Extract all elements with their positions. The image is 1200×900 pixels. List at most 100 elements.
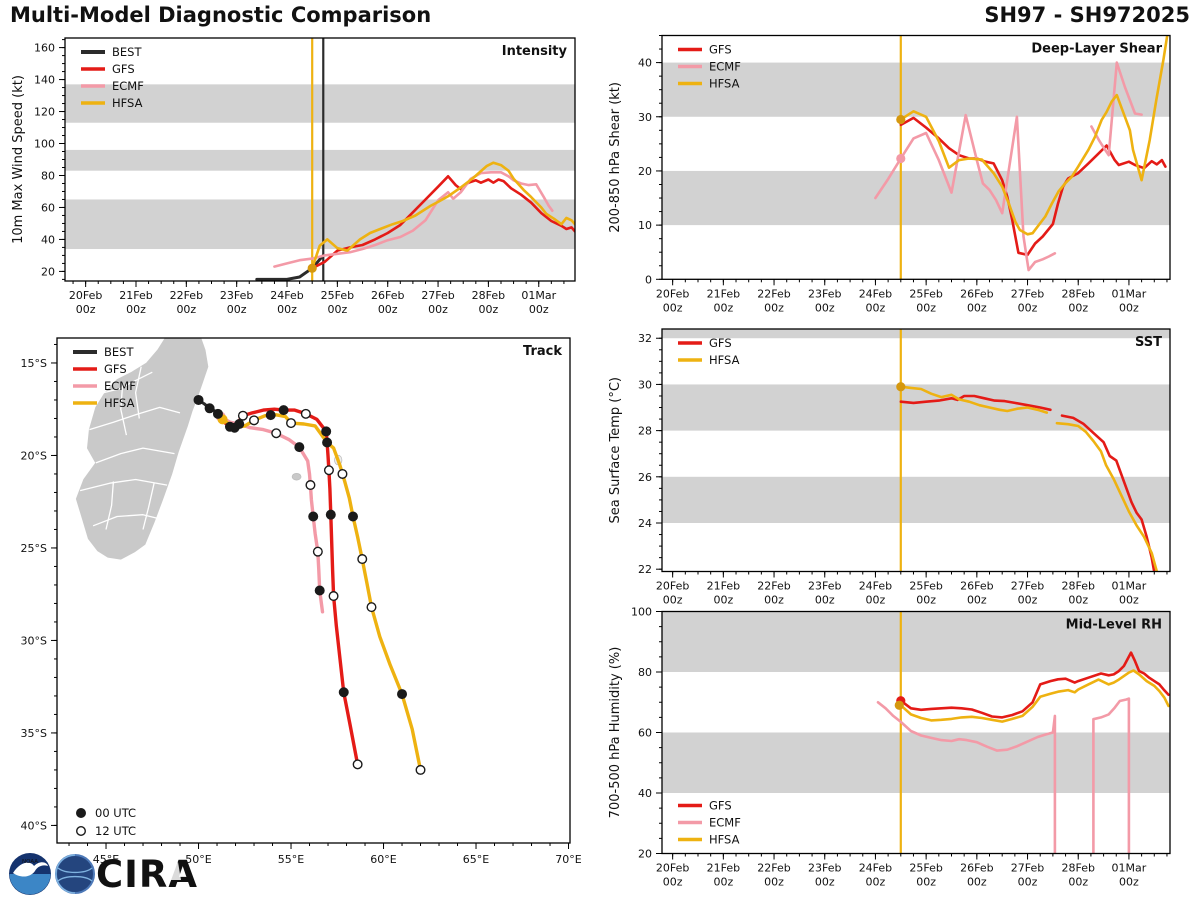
intensity-init-marker: [307, 263, 317, 273]
intensity-series-gfs: [310, 175, 575, 270]
sst-xtick-label: 20Feb: [656, 580, 689, 593]
sst-ytick-label: 22: [638, 563, 652, 576]
rh-legend: GFS ECMF HFSA: [678, 799, 741, 847]
sst-xtick-label: 00z: [1018, 594, 1038, 607]
shear-panel-title: Deep-Layer Shear: [1031, 42, 1162, 57]
legend-label-gfs: GFS: [709, 43, 732, 57]
intensity-ytick-label: 100: [34, 138, 55, 151]
track-markers-best: [193, 394, 223, 419]
rh-series-ecmf: [876, 697, 1131, 854]
shear-ytick-label: 10: [638, 219, 652, 232]
sst-band-32-32.4: [662, 329, 1170, 339]
rh-xtick-label: 20Feb: [656, 862, 689, 875]
intensity-chart: 20Feb00z21Feb00z22Feb00z23Feb00z24Feb00z…: [11, 37, 576, 316]
sst-axes: [656, 337, 1168, 578]
intensity-xtick-label: 00z: [126, 303, 146, 316]
sst-xtick-label: 00z: [1068, 594, 1088, 607]
sst-xtick-label: 27Feb: [1011, 580, 1044, 593]
shear-chart: 20Feb00z21Feb00z22Feb00z23Feb00z24Feb00z…: [608, 34, 1171, 314]
rh-xtick-label: 00z: [916, 876, 936, 889]
page-title: Multi-Model Diagnostic Comparison: [10, 3, 432, 27]
rh-xtick-label: 00z: [713, 876, 733, 889]
intensity-ytick-label: 40: [41, 233, 55, 246]
legend-label-gfs: GFS: [709, 799, 732, 813]
map-ytick-label: 25°S: [21, 542, 47, 555]
sst-ytick-label: 26: [638, 471, 652, 484]
sst-xtick-label: 00z: [916, 594, 936, 607]
map-ytick-label: 15°S: [21, 357, 47, 370]
shear-ytick-label: 20: [638, 165, 652, 178]
intensity-xtick-label: 28Feb: [472, 289, 505, 302]
map-panel-title: Track: [523, 344, 562, 359]
intensity-xtick-label: 00z: [76, 303, 96, 316]
shear-xtick-label: 00z: [916, 301, 936, 314]
shear-axis-label: 200-850 hPa Shear (kt): [608, 82, 623, 233]
map-ytick-label: 35°S: [21, 727, 47, 740]
cira-logo: CIRA: [55, 853, 198, 896]
cira-logo-text: CIRA: [96, 853, 198, 896]
shear-xtick-label: 22Feb: [757, 287, 790, 300]
rh-xtick-label: 00z: [663, 876, 683, 889]
sst-series-hfsa: [899, 385, 1159, 572]
shear-xtick-label: 20Feb: [656, 287, 689, 300]
intensity-axis-label: 10m Max Wind Speed (kt): [11, 75, 26, 244]
shear-init-marker: [896, 153, 906, 164]
track-map: 45°E 50°E 55°E 60°E 65°E 70°E 15°S 20°S 25°S 30°S…: [21, 337, 582, 866]
intensity-xtick-label: 00z: [378, 303, 398, 316]
map-xtick-label: 50°E: [185, 853, 211, 866]
footer-logos: NOAA CIRA: [9, 853, 198, 896]
sst-chart: 20Feb00z21Feb00z22Feb00z23Feb00z24Feb00z…: [608, 328, 1171, 607]
legend-label-gfs: GFS: [709, 336, 732, 350]
sst-ytick-label: 32: [638, 332, 652, 345]
intensity-xtick-label: 00z: [176, 303, 196, 316]
shear-legend: GFS ECMF HFSA: [678, 43, 741, 91]
intensity-ytick-label: 20: [41, 265, 55, 278]
legend-label-hfsa: HFSA: [709, 353, 740, 367]
rh-xtick-label: 22Feb: [757, 862, 790, 875]
shear-series-gfs: [899, 116, 1167, 257]
sst-xtick-label: 00z: [1119, 594, 1139, 607]
svg-text:NOAA: NOAA: [22, 859, 38, 865]
rh-xtick-label: 00z: [764, 876, 784, 889]
shear-init-marker: [896, 114, 906, 125]
intensity-panel-title: Intensity: [502, 44, 568, 59]
sst-xtick-label: 22Feb: [757, 580, 790, 593]
shear-xtick-label: 00z: [663, 301, 683, 314]
rh-ytick-label: 40: [638, 787, 652, 800]
storm-id-title: SH97 - SH972025: [984, 3, 1190, 27]
shear-series-ecmf: [874, 61, 1143, 272]
intensity-ytick-label: 120: [34, 106, 55, 119]
map-legend-label-hfsa: HFSA: [104, 396, 135, 410]
rh-series-hfsa: [899, 669, 1170, 723]
map-legend: BEST GFS ECMF HFSA: [73, 345, 136, 410]
sst-xtick-label: 23Feb: [808, 580, 841, 593]
map-xtick-label: 55°E: [278, 853, 304, 866]
intensity-xtick-label: 00z: [479, 303, 499, 316]
map-xtick-label: 65°E: [463, 853, 489, 866]
rh-panel-title: Mid-Level RH: [1066, 618, 1162, 633]
rh-xtick-label: 26Feb: [960, 862, 993, 875]
intensity-xtick-label: 00z: [277, 303, 297, 316]
rh-xtick-label: 28Feb: [1061, 862, 1094, 875]
rh-band-80-100: [662, 611, 1170, 672]
shear-xtick-label: 23Feb: [808, 287, 841, 300]
rh-xtick-label: 01Mar: [1112, 862, 1147, 875]
sst-axis-label: Sea Surface Temp (°C): [608, 377, 623, 524]
intensity-band-113-137: [65, 84, 575, 123]
shear-xtick-label: 25Feb: [909, 287, 942, 300]
shear-xtick-label: 00z: [764, 301, 784, 314]
sst-xtick-label: 26Feb: [960, 580, 993, 593]
shear-ytick-label: 30: [638, 111, 652, 124]
utc-legend-label: 12 UTC: [95, 824, 136, 838]
rh-ytick-label: 80: [638, 666, 652, 679]
sst-xtick-label: 00z: [764, 594, 784, 607]
intensity-xtick-label: 00z: [327, 303, 347, 316]
legend-label-best: BEST: [112, 45, 142, 59]
sst-xtick-label: 25Feb: [909, 580, 942, 593]
intensity-xtick-label: 00z: [227, 303, 247, 316]
intensity-series-ecmf: [273, 171, 554, 268]
intensity-series-hfsa: [310, 161, 575, 270]
sst-xtick-label: 00z: [967, 594, 987, 607]
sst-band-28-30: [662, 384, 1170, 431]
sst-xtick-label: 00z: [663, 594, 683, 607]
